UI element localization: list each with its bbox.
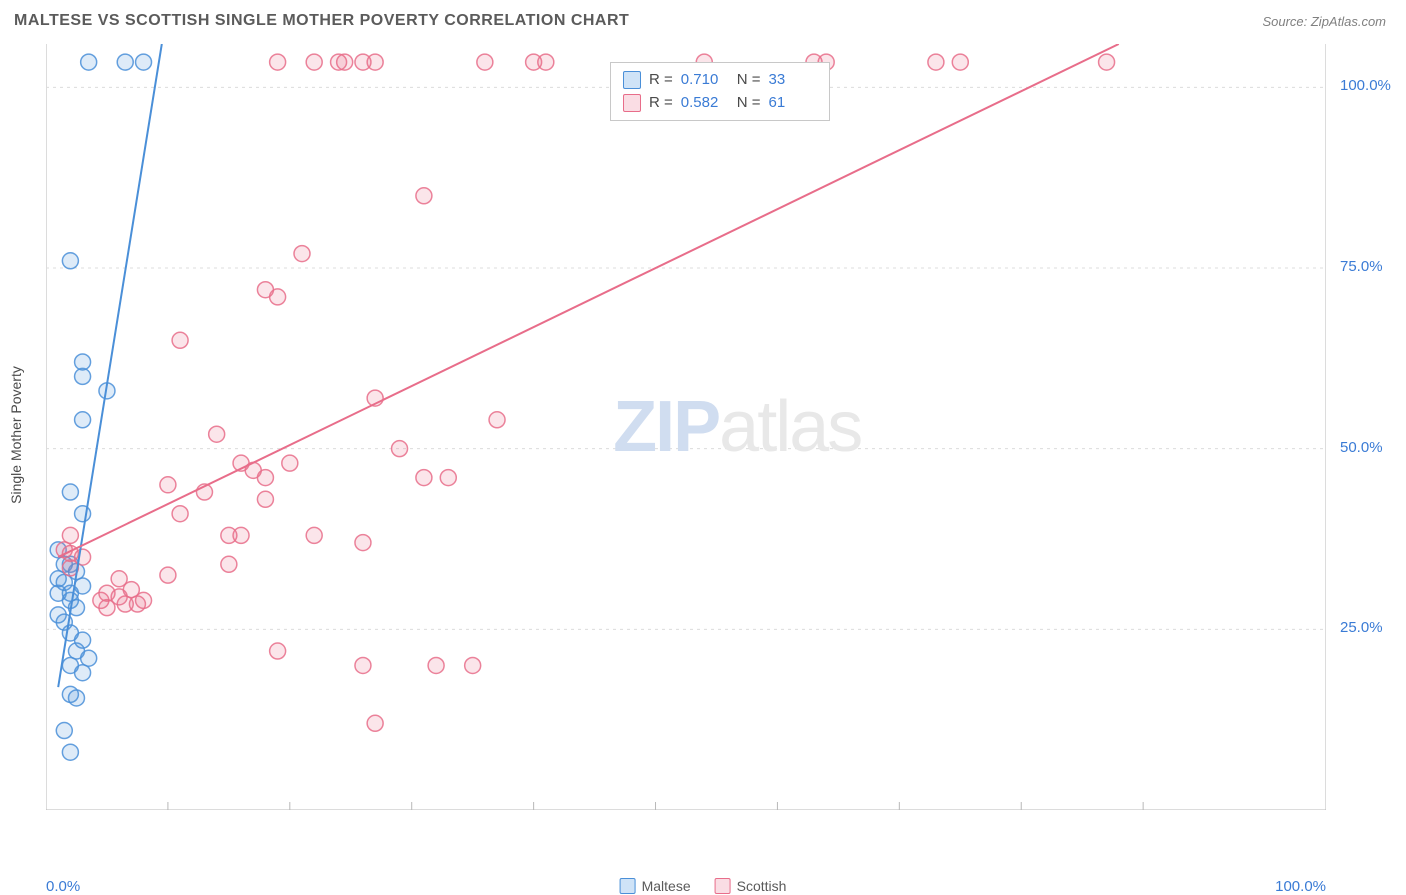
stats-n-label: N = — [737, 92, 761, 115]
stats-n-label: N = — [737, 69, 761, 92]
y-tick-label: 25.0% — [1340, 619, 1383, 636]
chart-container: Single Mother Poverty ZIPatlas R =0.710N… — [46, 44, 1326, 810]
stats-r-label: R = — [649, 69, 673, 92]
chart-title: MALTESE VS SCOTTISH SINGLE MOTHER POVERT… — [14, 12, 629, 30]
source-label: Source: ZipAtlas.com — [1262, 14, 1386, 29]
y-axis-title: Single Mother Poverty — [8, 366, 24, 504]
stats-swatch — [623, 71, 641, 89]
stats-row: R = 0.582 N = 61 — [623, 92, 817, 115]
stats-row: R = 0.710 N = 33 — [623, 69, 817, 92]
y-tick-label: 75.0% — [1340, 258, 1383, 275]
stats-n-value: 33 — [769, 69, 817, 92]
stats-swatch — [623, 94, 641, 112]
stats-r-value: 0.710 — [681, 69, 729, 92]
stats-n-value: 61 — [769, 92, 817, 115]
stats-r-value: 0.582 — [681, 92, 729, 115]
header: MALTESE VS SCOTTISH SINGLE MOTHER POVERT… — [0, 0, 1406, 38]
stats-legend-box: R = 0.710 N = 33 R = 0.582 N = 61 — [610, 62, 830, 121]
stats-r-label: R = — [649, 92, 673, 115]
y-tick-label: 100.0% — [1340, 77, 1391, 94]
y-tick-label: 50.0% — [1340, 439, 1383, 456]
scatter-plot — [46, 44, 1326, 810]
